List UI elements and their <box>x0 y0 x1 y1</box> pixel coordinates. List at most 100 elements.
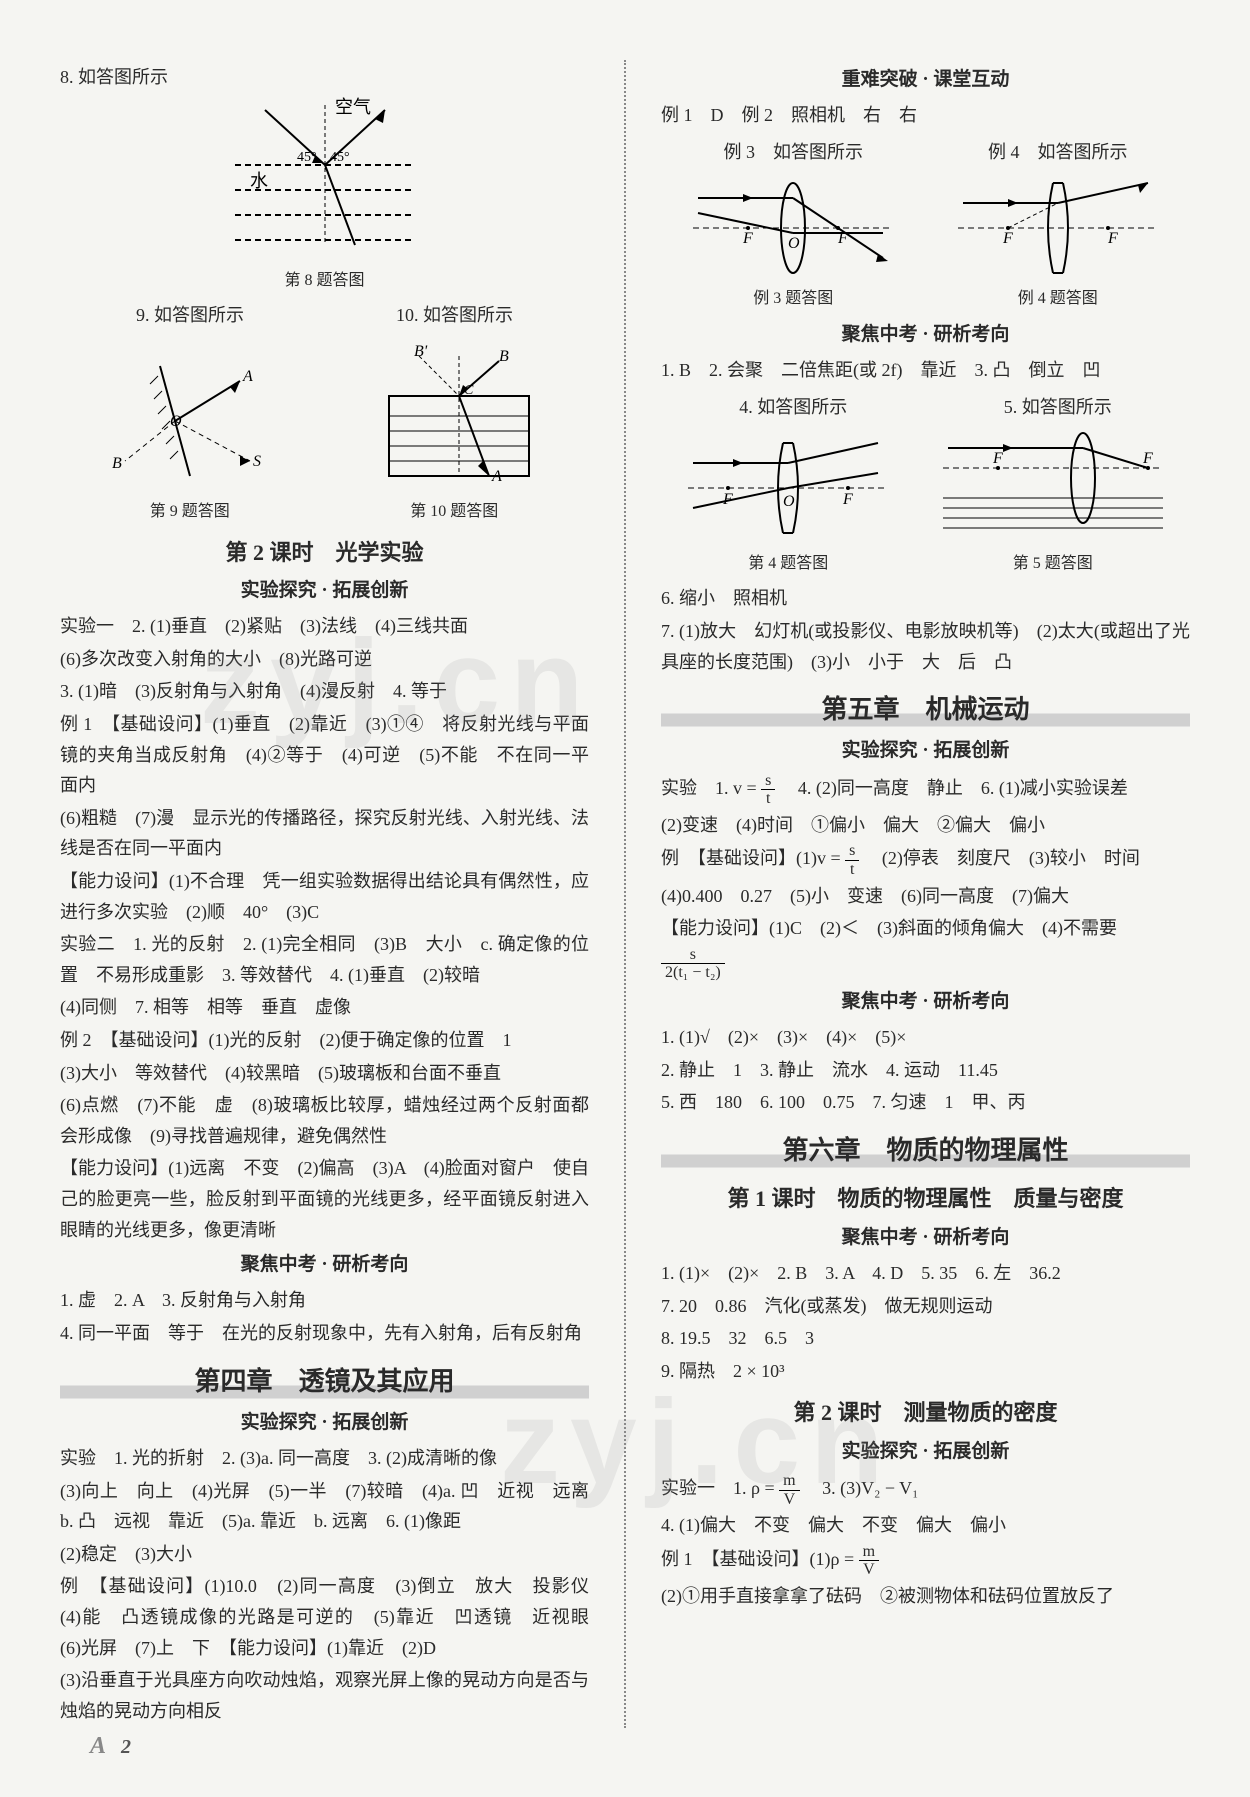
svg-text:F: F <box>842 491 853 508</box>
text-line: 1. B 2. 会聚 二倍焦距(或 2f) 靠近 3. 凸 倒立 凹 <box>661 355 1190 386</box>
chapter4-sub: 实验探究 · 拓展创新 <box>60 1407 589 1439</box>
text-line: 6. 缩小 照相机 <box>661 583 1190 614</box>
text-line: (4)0.400 0.27 (5)小 变速 (6)同一高度 (7)偏大 <box>661 881 1190 912</box>
q4-svg: F O F <box>678 428 898 548</box>
text-line: 2. 静止 1 3. 静止 流水 4. 运动 11.45 <box>661 1055 1190 1086</box>
text-line: 实验 1. v = st 4. (2)同一高度 静止 6. (1)减小实验误差 <box>661 772 1190 808</box>
text-line: (6)粗糙 (7)漫 显示光的传播路径，探究反射光线、入射光线、法线是否在同一平… <box>60 803 589 864</box>
svg-text:O: O <box>783 493 795 510</box>
column-divider <box>624 60 626 1728</box>
page-columns: 8. 如答图所示 空气 45° 45° <box>60 60 1190 1728</box>
text-line: 7. (1)放大 幻灯机(或投影仪、电影放映机等) (2)太大(或超出了光具座的… <box>661 616 1190 677</box>
svg-text:F: F <box>742 230 753 247</box>
text-line: 5. 西 180 6. 100 0.75 7. 匀速 1 甲、丙 <box>661 1087 1190 1118</box>
r4-row: 4. 如答图所示 5. 如答图所示 <box>661 392 1190 423</box>
c5p3a: 例 【基础设问】(1)v = <box>661 849 845 869</box>
text-line: 8. 19.5 32 6.5 3 <box>661 1323 1190 1354</box>
ch6-sub2: 实验探究 · 拓展创新 <box>661 1436 1190 1468</box>
svg-text:B: B <box>112 455 122 472</box>
text-line: 例 1 D 例 2 照相机 右 右 <box>661 100 1190 131</box>
lesson2-sub: 实验探究 · 拓展创新 <box>60 575 589 607</box>
text-line: 1. 虚 2. A 3. 反射角与入射角 <box>60 1285 589 1316</box>
r4-text: 4. 如答图所示 <box>739 392 847 423</box>
fraction-m-v: mV <box>779 1472 799 1508</box>
fraction-s-t: st <box>845 842 859 878</box>
fig-q4-5: F O F 第 4 题答图 F <box>661 428 1190 577</box>
q4-caption: 第 4 题答图 <box>678 550 898 577</box>
figure-9: O A S B 第 9 题答图 <box>100 346 280 525</box>
svg-text:45°: 45° <box>297 150 317 165</box>
r2-row: 例 3 如答图所示 例 4 如答图所示 <box>661 137 1190 168</box>
text-line: (3)沿垂直于光具座方向吹动烛焰，观察光屏上像的晃动方向是否与烛焰的晃动方向相反 <box>60 1665 589 1726</box>
fraction-s-t: st <box>761 772 775 808</box>
fig8-caption: 第 8 题答图 <box>60 267 589 294</box>
ch6-sub: 聚焦中考 · 研析考向 <box>661 1222 1190 1254</box>
svg-text:F: F <box>1002 230 1013 247</box>
text-line: 1. (1)× (2)× 2. B 3. A 4. D 5. 35 6. 左 3… <box>661 1258 1190 1289</box>
text-line: 【能力设问】(1)C (2)＜ (3)斜面的倾角偏大 (4)不需要 <box>661 913 1190 944</box>
text-line: 7. 20 0.86 汽化(或蒸发) 做无规则运动 <box>661 1291 1190 1322</box>
ch6-l2: 第 2 课时 测量物质的密度 <box>661 1394 1190 1431</box>
chapter6-title: 第六章 物质的物理属性 <box>661 1128 1190 1172</box>
svg-text:F: F <box>992 450 1003 467</box>
ch5-sub2: 聚焦中考 · 研析考向 <box>661 986 1190 1018</box>
ex3-caption: 例 3 题答图 <box>683 285 903 312</box>
page-number: A 2 <box>90 1726 131 1767</box>
fig-ex3-4: F O F 例 3 题答图 <box>661 173 1190 312</box>
text-line: (6)点燃 (7)不能 虚 (8)玻璃板比较厚，蜡烛经过两个反射面都会形成像 (… <box>60 1090 589 1151</box>
right-column: 重难突破 · 课堂互动 例 1 D 例 2 照相机 右 右 例 3 如答图所示 … <box>661 60 1190 1728</box>
text-line: (2)变速 (4)时间 ①偏小 偏大 ②偏大 偏小 <box>661 810 1190 841</box>
text-line: 例 【基础设问】(1)10.0 (2)同一高度 (3)倒立 放大 投影仪 (4)… <box>60 1571 589 1663</box>
svg-text:B: B <box>499 348 509 365</box>
text-line: 实验二 1. 光的反射 2. (1)完全相同 (3)B 大小 c. 确定像的位置… <box>60 929 589 990</box>
svg-text:C: C <box>464 383 474 398</box>
fig9-10-row: O A S B 第 9 题答图 <box>60 336 589 525</box>
chapter5-title: 第五章 机械运动 <box>661 687 1190 731</box>
fraction-m-v: mV <box>859 1543 879 1579</box>
text-line: 4. (1)偏大 不变 偏大 不变 偏大 偏小 <box>661 1510 1190 1541</box>
q10-text: 10. 如答图所示 <box>396 300 513 331</box>
figure-8: 空气 45° 45° 水 第 8 题答图 <box>60 95 589 294</box>
text-line: 1. (1)√ (2)× (3)× (4)× (5)× <box>661 1022 1190 1053</box>
q9-text: 9. 如答图所示 <box>136 300 244 331</box>
figure-10: B' B C A 第 10 题答图 <box>359 336 549 525</box>
page-letter: A <box>90 1733 106 1759</box>
ch6-l1: 第 1 课时 物质的物理属性 质量与密度 <box>661 1180 1190 1217</box>
ex4-svg: F F <box>948 173 1168 283</box>
text-line: 例 1 【基础设问】(1)ρ = mV <box>661 1543 1190 1579</box>
text-line: 9. 隔热 2 × 10³ <box>661 1356 1190 1387</box>
c5p3b: (2)停表 刻度尺 (3)较小 时间 <box>864 849 1140 869</box>
c5p1a: 实验 1. v = <box>661 778 761 798</box>
text-line: (3)向上 向上 (4)光屏 (5)一半 (7)较暗 (4)a. 凹 近视 远离… <box>60 1476 589 1537</box>
text-line: (4)同侧 7. 相等 相等 垂直 虚像 <box>60 992 589 1023</box>
svg-text:A: A <box>491 468 502 485</box>
text-line: 实验一 2. (1)垂直 (2)紧贴 (3)法线 (4)三线共面 <box>60 611 589 642</box>
svg-text:F: F <box>1107 230 1118 247</box>
chapter5-sub: 实验探究 · 拓展创新 <box>661 735 1190 767</box>
fig9-svg: O A S B <box>100 346 280 496</box>
c6e1b: 3. (3)V₂ − V₁ <box>804 1478 918 1498</box>
figure-ex3: F O F 例 3 题答图 <box>683 173 903 312</box>
air-label: 空气 <box>335 97 371 117</box>
text-line: 3. (1)暗 (3)反射角与入射角 (4)漫反射 4. 等于 <box>60 676 589 707</box>
text-line: 实验一 1. ρ = mV 3. (3)V₂ − V₁ <box>661 1472 1190 1508</box>
figure-q4: F O F 第 4 题答图 <box>678 428 898 577</box>
c5p1b: 4. (2)同一高度 静止 6. (1)减小实验误差 <box>780 778 1128 798</box>
q8-text: 8. 如答图所示 <box>60 62 589 93</box>
ex3-svg: F O F <box>683 173 903 283</box>
text-line: 实验 1. 光的折射 2. (3)a. 同一高度 3. (2)成清晰的像 <box>60 1443 589 1474</box>
text-line: (2)稳定 (3)大小 <box>60 1539 589 1570</box>
figure-ex4: F F 例 4 题答图 <box>948 173 1168 312</box>
svg-text:水: 水 <box>250 171 268 191</box>
svg-text:O: O <box>788 235 800 252</box>
figure-q5: F F 第 5 题答图 <box>933 428 1173 577</box>
c6e1a: 实验一 1. ρ = <box>661 1478 779 1498</box>
svg-text:S: S <box>253 453 261 470</box>
fig10-svg: B' B C A <box>359 336 549 496</box>
frac-line: s2(t₁ − t₂) <box>661 946 1190 982</box>
text-line: 例 1 【基础设问】(1)垂直 (2)靠近 (3)①④ 将反射光线与平面镜的夹角… <box>60 709 589 801</box>
r-sub2: 聚焦中考 · 研析考向 <box>661 319 1190 351</box>
lesson2-title: 第 2 课时 光学实验 <box>60 534 589 571</box>
fraction-s-2t: s2(t₁ − t₂) <box>661 946 725 982</box>
fig8-svg: 空气 45° 45° 水 <box>215 95 435 265</box>
